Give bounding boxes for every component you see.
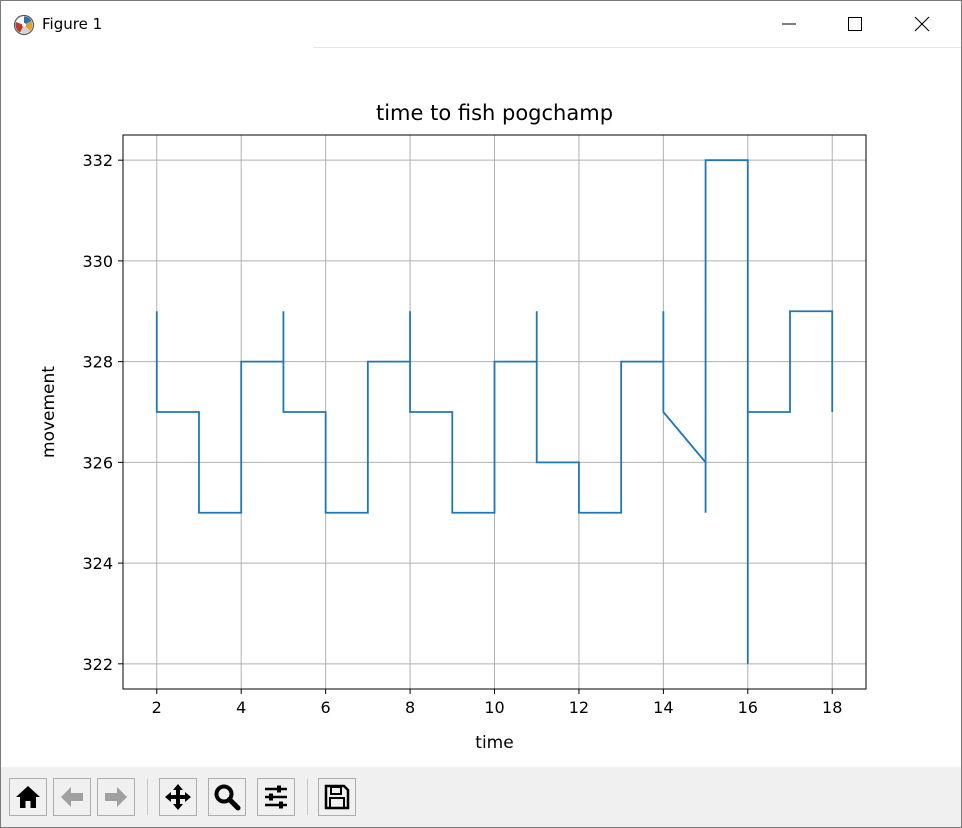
line-chart[interactable]: 2 4 6 8 10 12 14 16 18 322 324 326 328 330 332 time to… xyxy=(1,48,961,767)
y-tick-label: 322 xyxy=(82,655,113,674)
x-tick-label: 18 xyxy=(822,698,842,717)
y-tick-label: 328 xyxy=(82,353,113,372)
window-title: Figure 1 xyxy=(42,15,103,33)
x-tick-label: 12 xyxy=(569,698,589,717)
floppy-disk-icon xyxy=(324,784,350,810)
y-tick-label: 332 xyxy=(82,151,113,170)
x-axis-label: time xyxy=(475,733,513,753)
series-line xyxy=(155,159,834,664)
arrow-right-icon xyxy=(105,787,127,807)
y-tick-label: 326 xyxy=(82,453,113,472)
navigation-toolbar xyxy=(1,767,961,827)
x-tick-label: 10 xyxy=(484,698,504,717)
toolbar-separator xyxy=(307,779,308,815)
figure-canvas[interactable]: 2 4 6 8 10 12 14 16 18 322 324 326 328 330 332 time to… xyxy=(1,48,961,767)
arrow-left-icon xyxy=(61,787,83,807)
toolbar-separator xyxy=(147,779,148,815)
pan-button[interactable] xyxy=(159,778,197,816)
chart-title: time to fish pogchamp xyxy=(376,101,613,125)
maximize-icon xyxy=(848,17,862,31)
move-icon xyxy=(165,784,191,810)
title-bar[interactable]: Figure 1 xyxy=(1,1,961,48)
x-tick-label: 2 xyxy=(152,698,162,717)
minimize-button[interactable] xyxy=(766,1,812,47)
forward-button[interactable] xyxy=(97,778,135,816)
save-button[interactable] xyxy=(318,778,356,816)
x-tick-label: 8 xyxy=(405,698,415,717)
minimize-icon xyxy=(782,23,796,25)
maximize-button[interactable] xyxy=(832,1,878,47)
matplotlib-logo-icon xyxy=(13,14,35,36)
x-tick-label: 14 xyxy=(653,698,673,717)
x-tick-label: 16 xyxy=(738,698,758,717)
magnifier-icon xyxy=(214,784,241,811)
axis-ticks: 2 4 6 8 10 12 14 16 18 322 324 326 328 330 332 xyxy=(82,151,842,717)
home-button[interactable] xyxy=(9,778,47,816)
y-tick-label: 324 xyxy=(82,554,113,573)
close-icon xyxy=(914,16,930,32)
back-button[interactable] xyxy=(53,778,91,816)
y-tick-label: 330 xyxy=(82,252,113,271)
configure-subplots-button[interactable] xyxy=(257,778,295,816)
x-tick-label: 6 xyxy=(321,698,331,717)
sliders-icon xyxy=(265,785,287,809)
zoom-button[interactable] xyxy=(208,778,246,816)
close-button[interactable] xyxy=(899,1,945,47)
x-tick-label: 4 xyxy=(236,698,246,717)
y-axis-label: movement xyxy=(39,366,59,458)
home-icon xyxy=(16,786,40,808)
title-bar-divider xyxy=(313,47,961,48)
